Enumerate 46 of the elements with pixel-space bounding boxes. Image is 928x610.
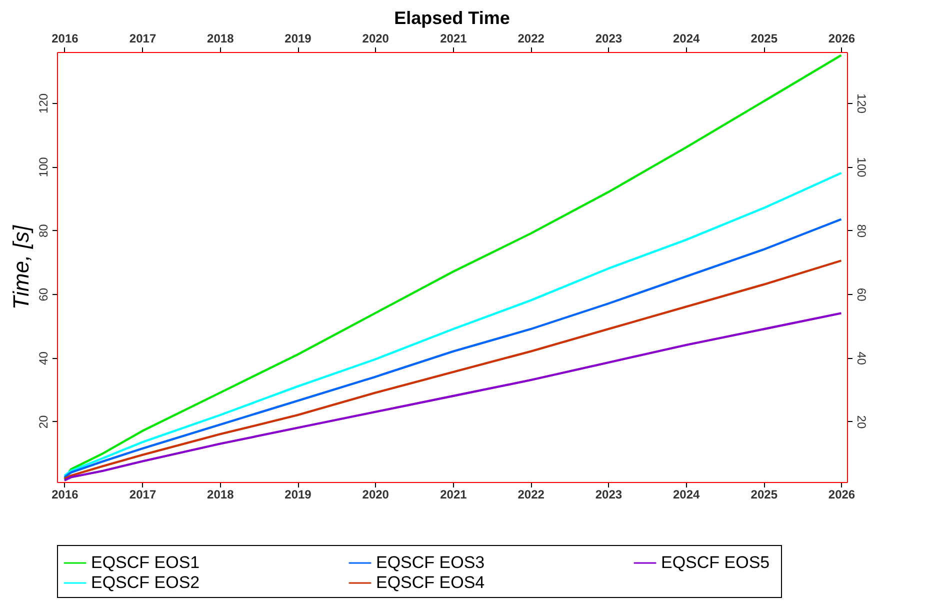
- x-tick-label: 2026: [828, 488, 856, 502]
- y-tick-label: 120: [36, 93, 50, 114]
- y-tick-label: 80: [36, 224, 50, 238]
- legend-label: EQSCF EOS1: [91, 553, 200, 572]
- x2-tick-label: 2024: [672, 32, 700, 46]
- chart-title: Elapsed Time: [394, 8, 510, 28]
- x2-tick-label: 2022: [518, 32, 545, 46]
- line-series: [63, 218, 842, 478]
- line-series: [63, 54, 842, 480]
- x2-tick-label: 2018: [207, 32, 234, 46]
- x2-tick-label: 2023: [595, 32, 622, 46]
- y2-tick-label: 60: [854, 288, 868, 302]
- y2-tick-label: 20: [854, 415, 868, 429]
- y-tick-label: 60: [36, 288, 50, 302]
- x2-tick-label: 2026: [828, 32, 856, 46]
- y2-tick-label: 80: [854, 224, 868, 238]
- y2-tick-label: 40: [854, 352, 868, 366]
- y-tick-label: 20: [36, 414, 50, 429]
- x-tick-label: 2021: [440, 488, 468, 502]
- x2-tick-label: 2021: [440, 32, 468, 46]
- x2-tick-label: 2020: [362, 32, 390, 46]
- y-axis-title: Time, [s]: [8, 224, 34, 310]
- x-tick-label: 2024: [672, 488, 700, 502]
- x2-tick-label: 2025: [750, 32, 778, 46]
- x-tick-label: 2016: [52, 488, 79, 502]
- y-tick-label: 100: [36, 156, 50, 178]
- line-series: [63, 260, 842, 480]
- x-tick-label: 2020: [362, 488, 390, 502]
- legend-label: EQSCF EOS2: [91, 573, 200, 592]
- line-series: [63, 312, 842, 482]
- y2-tick-label: 120: [854, 93, 868, 114]
- x2-tick-label: 2016: [52, 32, 79, 46]
- line-series: [63, 172, 842, 477]
- legend-label: EQSCF EOS5: [661, 553, 770, 572]
- legend-label: EQSCF EOS4: [376, 573, 485, 592]
- x2-tick-label: 2019: [284, 32, 312, 46]
- x-tick-label: 2017: [129, 488, 156, 502]
- x-tick-label: 2022: [518, 488, 545, 502]
- y2-tick-label: 100: [854, 157, 868, 178]
- x-tick-label: 2018: [207, 488, 234, 502]
- legend-label: EQSCF EOS3: [376, 553, 485, 572]
- y-tick-label: 40: [36, 351, 50, 365]
- x-tick-label: 2023: [595, 488, 622, 502]
- x-tick-label: 2019: [284, 488, 312, 502]
- x-tick-label: 2025: [750, 488, 778, 502]
- x2-tick-label: 2017: [129, 32, 156, 46]
